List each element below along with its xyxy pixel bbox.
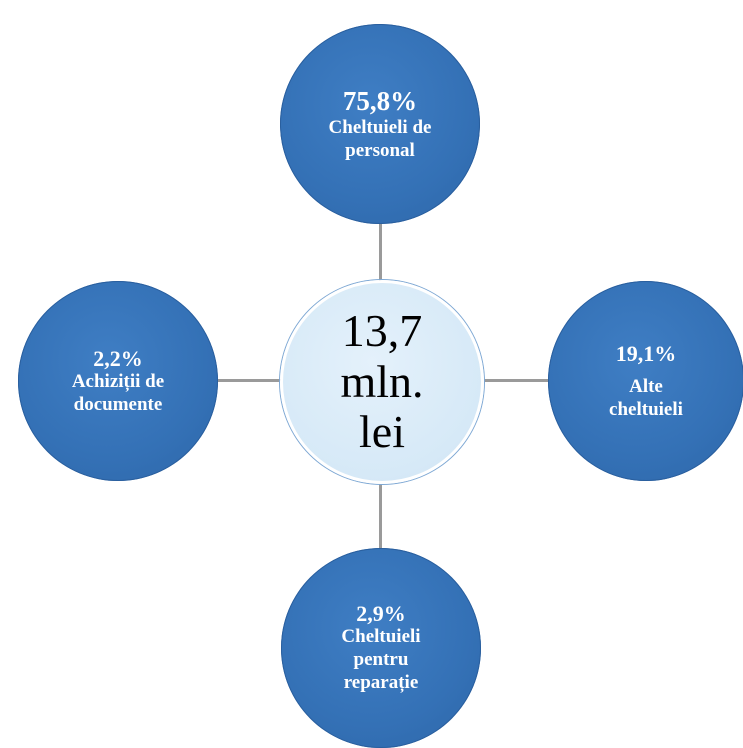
node-label: Alte cheltuieli [609,375,683,420]
node-other-expenses: 19,1% Alte cheltuieli [548,281,743,481]
node-document-acquisitions: 2,2% Achiziții de documente [18,281,218,481]
node-percent: 19,1% [615,340,677,366]
connector-right [484,379,550,382]
connector-left [218,379,282,382]
node-label: Achiziții de documente [71,370,165,415]
center-total: 13,7 mln. lei [280,280,484,484]
node-percent: 2,2% [93,345,143,371]
node-percent: 75,8% [342,85,418,116]
node-percent: 2,9% [356,601,406,627]
node-personnel-expenses: 75,8% Cheltuieli de personal [280,24,480,224]
node-label: Cheltuieli pentru reparație [341,626,421,694]
connector-bottom [379,484,382,566]
connector-top [379,222,382,302]
node-label: Cheltuieli de personal [328,116,432,161]
node-repair-expenses: 2,9% Cheltuieli pentru reparație [281,548,481,748]
center-total-text: 13,7 mln. lei [340,305,424,458]
